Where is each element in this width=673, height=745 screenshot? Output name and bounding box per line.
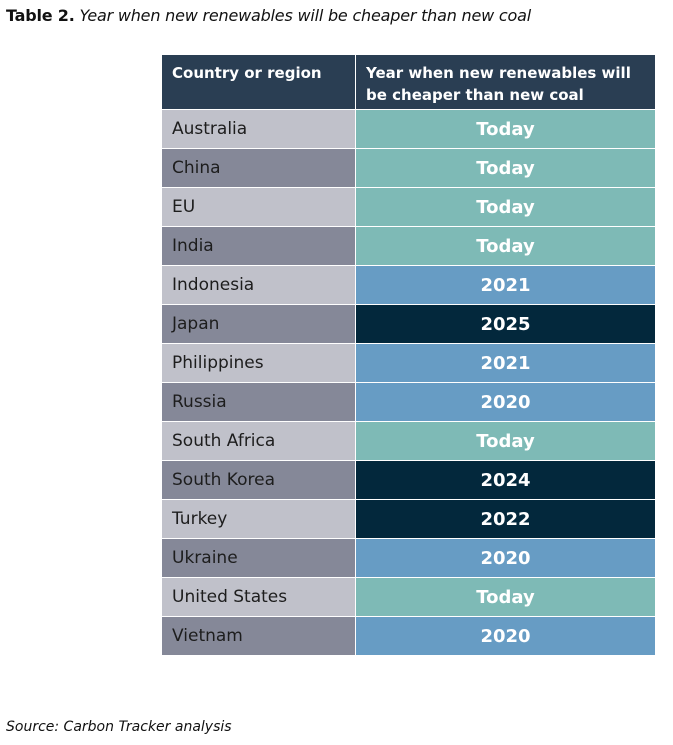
country-cell: Ukraine: [161, 538, 356, 578]
table-row: EU Today: [161, 187, 656, 227]
year-cell: 2025: [355, 304, 656, 344]
renewables-table: Country or region Year when new renewabl…: [161, 54, 656, 656]
year-cell: Today: [355, 148, 656, 188]
country-cell: Indonesia: [161, 265, 356, 305]
table-row: Japan 2025: [161, 304, 656, 344]
caption-title: Year when new renewables will be cheaper…: [79, 6, 532, 25]
year-cell: 2020: [355, 538, 656, 578]
year-cell: 2020: [355, 616, 656, 656]
table-row: Indonesia 2021: [161, 265, 656, 305]
year-cell: 2021: [355, 343, 656, 383]
year-cell: Today: [355, 187, 656, 227]
year-cell: Today: [355, 226, 656, 266]
year-cell: 2020: [355, 382, 656, 422]
table-row: Australia Today: [161, 109, 656, 149]
country-cell: Turkey: [161, 499, 356, 539]
table-row: China Today: [161, 148, 656, 188]
table-row: Turkey 2022: [161, 499, 656, 539]
table-row: Russia 2020: [161, 382, 656, 422]
country-cell: China: [161, 148, 356, 188]
table-row: India Today: [161, 226, 656, 266]
table-row: South Korea 2024: [161, 460, 656, 500]
country-cell: South Africa: [161, 421, 356, 461]
country-cell: Japan: [161, 304, 356, 344]
year-cell: Today: [355, 577, 656, 617]
country-cell: Russia: [161, 382, 356, 422]
year-cell: 2021: [355, 265, 656, 305]
table-row: Ukraine 2020: [161, 538, 656, 578]
country-cell: Philippines: [161, 343, 356, 383]
country-cell: United States: [161, 577, 356, 617]
table-row: Philippines 2021: [161, 343, 656, 383]
table-caption: Table 2. Year when new renewables will b…: [6, 6, 531, 25]
table-row: Vietnam 2020: [161, 616, 656, 656]
country-cell: South Korea: [161, 460, 356, 500]
column-header-year: Year when new renewables will be cheaper…: [355, 54, 656, 110]
year-cell: Today: [355, 421, 656, 461]
source-note: Source: Carbon Tracker analysis: [6, 719, 232, 735]
table-row: South Africa Today: [161, 421, 656, 461]
year-cell: Today: [355, 109, 656, 149]
country-cell: Australia: [161, 109, 356, 149]
table-header-row: Country or region Year when new renewabl…: [161, 54, 656, 110]
caption-label: Table 2.: [6, 6, 75, 25]
country-cell: Vietnam: [161, 616, 356, 656]
country-cell: EU: [161, 187, 356, 227]
country-cell: India: [161, 226, 356, 266]
year-cell: 2024: [355, 460, 656, 500]
table-row: United States Today: [161, 577, 656, 617]
year-cell: 2022: [355, 499, 656, 539]
column-header-country: Country or region: [161, 54, 356, 110]
